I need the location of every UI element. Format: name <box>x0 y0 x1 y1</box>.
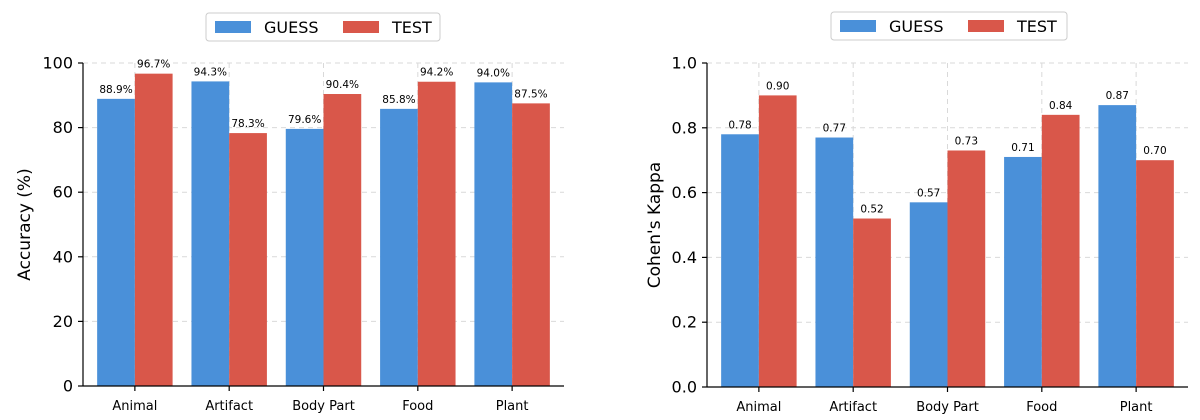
data-label: 0.77 <box>823 123 846 135</box>
legend-label-test: TEST <box>1016 17 1057 36</box>
bar-guess-plant <box>474 82 513 386</box>
data-label: 85.8% <box>382 94 415 106</box>
data-label: 94.0% <box>477 67 510 79</box>
y-tick-label: 1.0 <box>672 54 697 73</box>
data-label: 90.4% <box>326 79 359 91</box>
y-tick-label: 0.4 <box>672 248 697 267</box>
data-label: 0.70 <box>1143 145 1166 157</box>
legend-swatch-guess <box>215 21 251 33</box>
y-tick-label: 0.2 <box>672 313 697 332</box>
y-axis-title: Accuracy (%) <box>15 168 35 280</box>
y-tick-label: 0.0 <box>672 378 697 397</box>
bar-guess-food <box>1004 156 1042 387</box>
y-axis-title: Cohen's Kappa <box>645 162 665 288</box>
data-label: 87.5% <box>514 88 547 100</box>
bar-test-animal <box>758 95 797 388</box>
x-tick-label: Body Part <box>916 400 979 415</box>
bar-guess-animal <box>721 134 759 387</box>
bar-guess-body-part <box>285 128 324 386</box>
legend-swatch-test <box>343 21 379 33</box>
x-tick-label: Body Part <box>292 399 355 414</box>
bar-guess-artifact <box>815 137 854 387</box>
chart-panel-1: 88.9% 94.3% 79.6% 85.8% 94.0% 96.7% 78.3% 90.4%… <box>15 12 564 414</box>
data-label: 79.6% <box>288 114 321 126</box>
bar-guess-animal <box>97 98 135 386</box>
data-label: 0.73 <box>955 135 978 147</box>
x-tick-label: Plant <box>1120 400 1153 415</box>
data-label: 0.87 <box>1106 90 1129 102</box>
x-tick-label: Animal <box>736 400 781 415</box>
legend-frame <box>205 12 441 42</box>
x-tick-label: Food <box>1026 400 1057 415</box>
bar-guess-artifact <box>191 81 230 386</box>
legend: GUESS TEST <box>205 12 441 42</box>
legend-frame <box>830 11 1068 41</box>
bar-test-artifact <box>853 218 891 387</box>
bar-test-animal <box>134 73 173 386</box>
data-label: 78.3% <box>231 118 264 130</box>
data-label: 0.52 <box>860 204 883 216</box>
data-label: 96.7% <box>137 59 170 71</box>
bar-test-food <box>417 81 456 386</box>
y-tick-label: 40 <box>53 247 73 266</box>
bar-guess-body-part <box>909 202 948 387</box>
y-tick-label: 0 <box>63 377 73 396</box>
data-label: 0.71 <box>1011 142 1034 154</box>
bar-test-plant <box>512 103 550 386</box>
data-label: 88.9% <box>99 84 132 96</box>
x-tick-label: Plant <box>496 399 529 414</box>
bar-test-body-part <box>323 94 362 387</box>
bar-test-body-part <box>947 150 986 387</box>
data-label: 0.57 <box>917 187 940 199</box>
x-tick-label: Artifact <box>205 399 253 414</box>
legend-label-guess: GUESS <box>264 18 319 37</box>
legend-label-guess: GUESS <box>889 17 944 36</box>
data-label: 0.90 <box>766 80 789 92</box>
data-label: 0.78 <box>728 119 751 131</box>
y-tick-label: 80 <box>53 118 73 137</box>
bar-test-plant <box>1136 160 1174 387</box>
legend-label-test: TEST <box>391 18 432 37</box>
y-tick-label: 60 <box>53 183 73 202</box>
data-label: 94.2% <box>420 67 453 79</box>
data-label: 94.3% <box>194 66 227 78</box>
legend-swatch-guess <box>840 20 876 32</box>
x-tick-label: Animal <box>112 399 157 414</box>
bar-test-artifact <box>229 133 267 386</box>
chart-panel-2: 0.78 0.77 0.57 0.71 0.87 0.90 0.52 0.73 0.84 0.70… <box>645 11 1188 415</box>
x-tick-label: Food <box>402 399 433 414</box>
legend: GUESS TEST <box>830 11 1068 41</box>
y-tick-label: 0.8 <box>672 118 697 137</box>
y-tick-label: 0.6 <box>672 183 697 202</box>
legend-swatch-test <box>968 20 1004 32</box>
data-label: 0.84 <box>1049 100 1073 112</box>
bar-guess-plant <box>1098 105 1137 388</box>
y-tick-label: 100 <box>42 54 73 73</box>
bar-test-food <box>1041 114 1080 387</box>
x-tick-label: Artifact <box>829 400 877 415</box>
bar-guess-food <box>380 108 418 386</box>
y-tick-label: 20 <box>53 312 73 331</box>
